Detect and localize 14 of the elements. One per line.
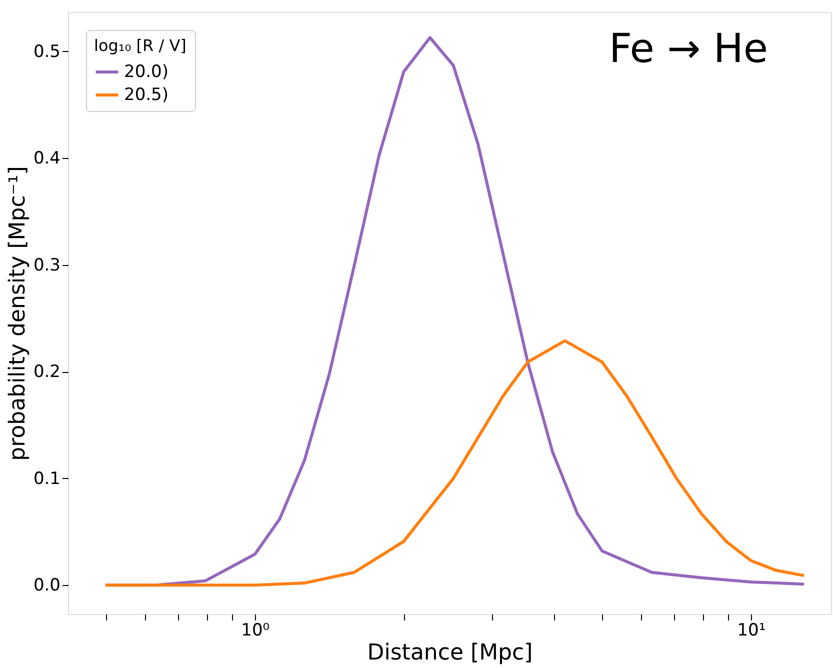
x-tick-label: 10¹	[737, 620, 766, 640]
y-tick-label: 0.3	[33, 255, 60, 276]
y-tick-label: 0.0	[33, 576, 60, 596]
y-tick-label: 0.4	[33, 148, 60, 169]
y-axis-title: probability density [Mpc⁻¹]	[5, 166, 30, 461]
y-tick-label: 0.2	[33, 362, 60, 382]
annotation: Fe → He	[608, 26, 768, 72]
legend-label: 20.0)	[124, 62, 168, 82]
legend-label: 20.5)	[124, 85, 168, 105]
y-tick-label: 0.1	[33, 468, 60, 489]
x-axis-title: Distance [Mpc]	[367, 640, 533, 666]
legend-title: log₁₀ [R / V]	[94, 36, 186, 55]
x-tick-label: 10⁰	[241, 620, 270, 640]
y-tick-label: 0.5	[33, 42, 60, 62]
